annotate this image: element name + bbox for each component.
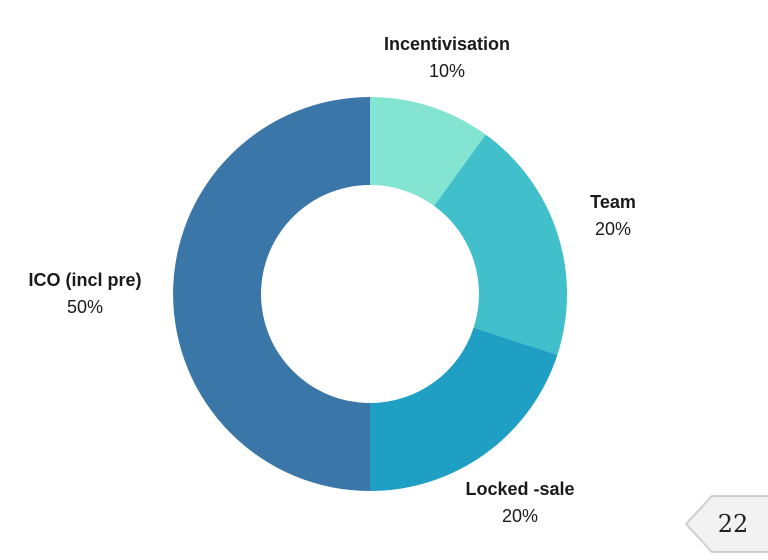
slice-value-incentivisation: 10%	[429, 61, 465, 81]
slice-value-team: 20%	[595, 219, 631, 239]
slice-value-locked-sale: 20%	[502, 506, 538, 526]
slice-labels: Incentivisation 10% Team 20% Locked -sale 20%…	[28, 34, 635, 526]
slice-team	[434, 134, 568, 355]
slice-locked-sale	[370, 327, 558, 491]
slice-incentivisation	[370, 97, 486, 206]
donut-slices	[173, 97, 568, 491]
slice-value-ico-incl-pre: 50%	[67, 297, 103, 317]
slice-label-ico-incl-pre: ICO (incl pre)	[28, 270, 141, 290]
slice-label-team: Team	[590, 192, 636, 212]
slice-label-locked-sale: Locked -sale	[465, 479, 574, 499]
page-number: 22	[717, 510, 749, 538]
page-number-tab	[684, 495, 768, 553]
slice-ico-incl-pre	[173, 97, 370, 491]
slice-label-incentivisation: Incentivisation	[384, 34, 510, 54]
